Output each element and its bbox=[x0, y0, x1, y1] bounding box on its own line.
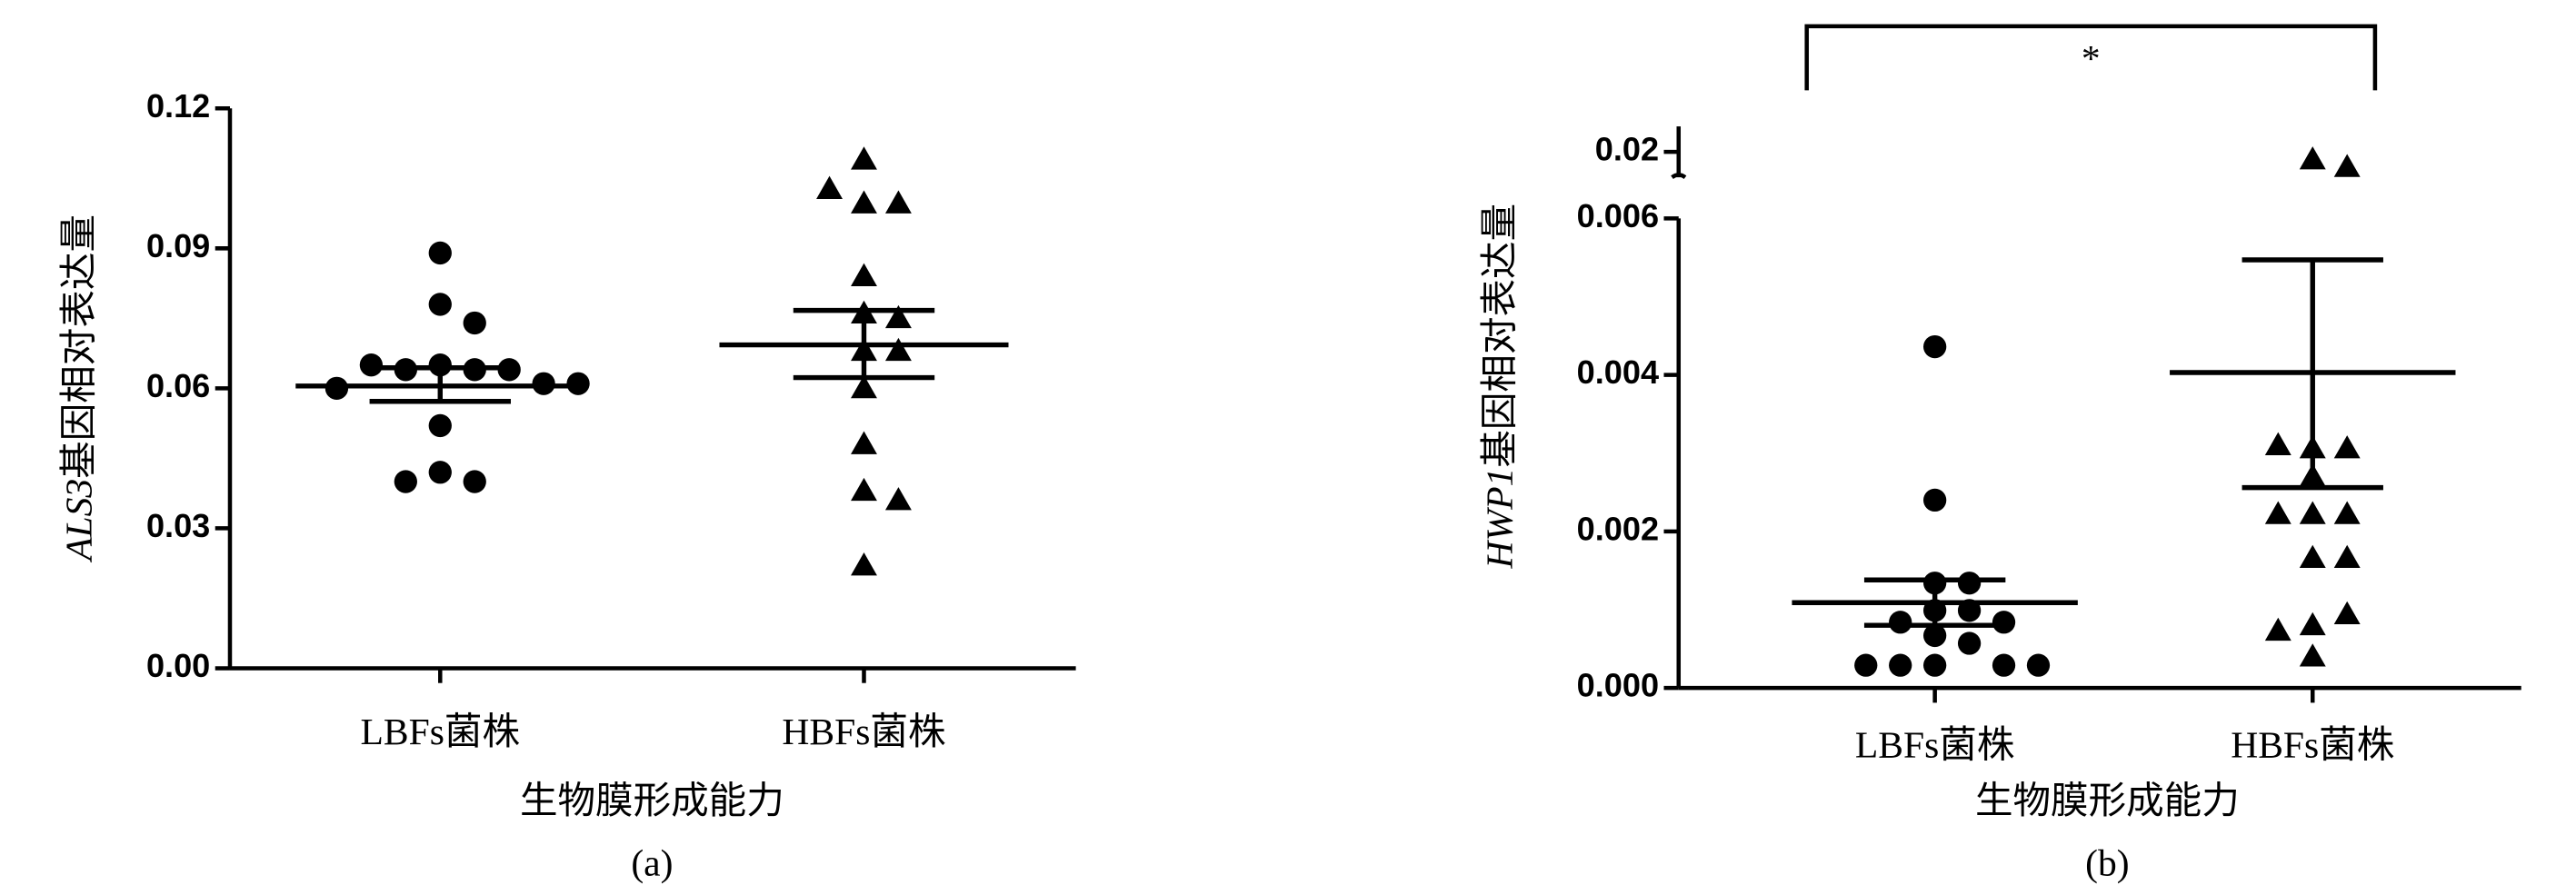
y-tick-label: 0.12 bbox=[146, 87, 210, 124]
triangle bbox=[2299, 612, 2326, 636]
dot bbox=[428, 353, 452, 377]
y-tick-label: 0.004 bbox=[1577, 353, 1659, 391]
dot bbox=[428, 461, 452, 484]
y-tick-label: 0.002 bbox=[1577, 510, 1659, 547]
dot bbox=[1854, 653, 1878, 677]
triangle bbox=[851, 552, 877, 576]
dot bbox=[428, 241, 452, 265]
dot bbox=[1957, 631, 1982, 655]
triangle bbox=[851, 146, 877, 170]
dot bbox=[428, 293, 452, 316]
gene-name: HWP1 bbox=[1478, 468, 1520, 570]
dot bbox=[1992, 611, 2016, 634]
y-tick-label: 0.02 bbox=[1595, 131, 1659, 168]
gene-name: ALS3 bbox=[57, 479, 99, 563]
triangle bbox=[851, 477, 877, 502]
axis-break bbox=[1671, 173, 1687, 180]
y-tick-label: 0.09 bbox=[146, 227, 210, 264]
triangle bbox=[884, 304, 912, 329]
triangle bbox=[2299, 643, 2326, 667]
dot bbox=[463, 311, 486, 335]
dot bbox=[1922, 488, 1947, 512]
y-tick-label: 0.06 bbox=[146, 367, 210, 404]
triangle bbox=[2264, 501, 2291, 524]
x-axis-label: 生物膜形成能力 bbox=[1975, 780, 2240, 821]
panel-label: (a) bbox=[631, 842, 673, 885]
triangle bbox=[2333, 501, 2361, 524]
triangle bbox=[851, 263, 877, 286]
triangle bbox=[2299, 501, 2326, 524]
dot bbox=[394, 470, 417, 493]
triangle bbox=[884, 487, 912, 511]
triangle bbox=[884, 190, 912, 214]
significance-label: * bbox=[2082, 37, 2101, 79]
dot bbox=[1922, 334, 1947, 359]
y-axis-label: HWP1基因相对表达量 bbox=[1478, 204, 1520, 570]
dot bbox=[1889, 611, 1912, 634]
triangle bbox=[2264, 617, 2291, 641]
triangle bbox=[2333, 154, 2361, 177]
x-tick-label: LBFs菌株 bbox=[1855, 724, 2014, 766]
triangle bbox=[851, 374, 877, 399]
x-tick-label: LBFs菌株 bbox=[361, 711, 520, 752]
triangle bbox=[884, 337, 912, 362]
y-label-text: 基因相对表达量 bbox=[1478, 204, 1520, 468]
triangle bbox=[2333, 601, 2361, 625]
dot bbox=[1922, 653, 1947, 677]
x-tick-label: HBFs菌株 bbox=[2231, 724, 2394, 766]
y-tick-label: 0.000 bbox=[1577, 667, 1659, 704]
x-axis-label: 生物膜形成能力 bbox=[520, 780, 784, 821]
y-tick-label: 0.00 bbox=[146, 647, 210, 684]
dot bbox=[2026, 653, 2051, 677]
triangle bbox=[851, 431, 877, 454]
panel-label: (b) bbox=[2085, 842, 2129, 885]
y-axis-label: ALS3基因相对表达量 bbox=[57, 214, 99, 563]
dot bbox=[1957, 572, 1982, 595]
triangle bbox=[2299, 146, 2326, 170]
y-tick-label: 0.006 bbox=[1577, 197, 1659, 234]
triangle bbox=[2264, 432, 2291, 455]
dot bbox=[1992, 653, 2016, 677]
triangle bbox=[851, 190, 877, 214]
dot bbox=[1922, 623, 1947, 648]
x-tick-label: HBFs菌株 bbox=[782, 711, 945, 752]
significance-bracket bbox=[1804, 24, 2378, 91]
dot bbox=[359, 353, 384, 377]
dot bbox=[428, 413, 452, 438]
dot bbox=[1889, 653, 1912, 677]
y-tick-label: 0.03 bbox=[146, 507, 210, 544]
triangle bbox=[2299, 544, 2326, 568]
triangle bbox=[2333, 544, 2361, 568]
dot bbox=[463, 470, 486, 493]
panel: 0.02 0.000 0.002 0.004 0.006 HWP1基因相对表达量生物膜形成… bbox=[1478, 24, 2521, 885]
y-label-text: 基因相对表达量 bbox=[57, 214, 99, 479]
triangle bbox=[2333, 435, 2361, 459]
triangle bbox=[816, 175, 843, 199]
